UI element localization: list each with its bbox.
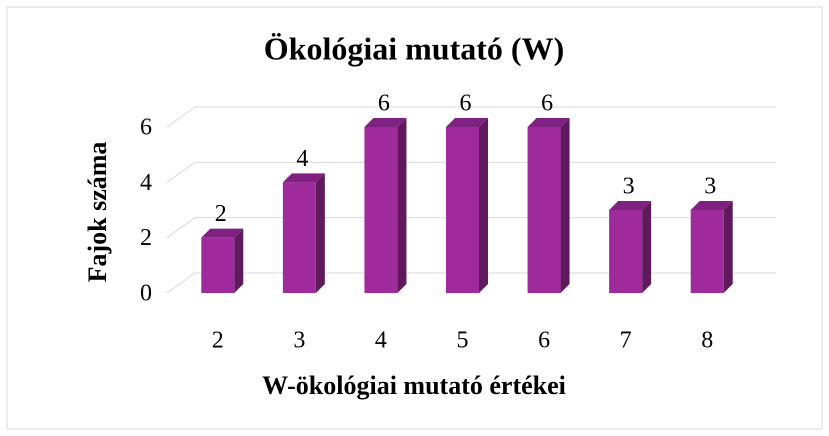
x-tick-label: 4: [375, 328, 387, 354]
x-tick-label: 2: [212, 328, 224, 354]
bar-top: [364, 118, 407, 127]
bar-front: [527, 127, 561, 293]
data-label: 3: [704, 174, 716, 200]
bar-top: [609, 201, 652, 210]
data-label: 6: [541, 91, 553, 117]
bar-top: [527, 118, 570, 127]
bar-top: [282, 173, 325, 183]
bar-top: [201, 228, 244, 238]
y-tick-label: 2: [140, 225, 152, 251]
bar: [527, 118, 570, 293]
grid-line: [166, 272, 776, 294]
data-label: 6: [460, 91, 472, 117]
x-tick-label: 3: [293, 328, 305, 354]
x-tick-label: 5: [457, 328, 469, 354]
y-tick-label: 6: [140, 115, 152, 141]
data-label: 6: [378, 91, 390, 117]
bar-side: [560, 118, 570, 293]
bar: [609, 201, 652, 293]
bar-front: [690, 210, 724, 293]
x-tick-label: 8: [701, 328, 713, 354]
bar-side: [234, 228, 244, 293]
data-label: 4: [296, 146, 308, 172]
bar-front: [201, 237, 235, 293]
bar-front: [446, 127, 479, 293]
x-tick-label: 6: [538, 328, 550, 354]
bar-top: [690, 201, 733, 210]
grid-line: [166, 106, 776, 128]
bar: [446, 118, 488, 293]
bar-side: [315, 173, 325, 293]
bar-front: [609, 210, 643, 293]
data-label: 2: [215, 201, 227, 227]
y-tick-label: 0: [140, 281, 152, 307]
data-label: 3: [623, 174, 635, 200]
bar: [364, 118, 407, 293]
bar-front: [364, 127, 398, 293]
bar-front: [282, 182, 316, 293]
x-tick-label: 7: [620, 328, 632, 354]
y-axis-label: Fajok száma: [83, 142, 112, 283]
bar: [201, 228, 244, 293]
bar-side: [723, 201, 733, 293]
grid-line: [166, 161, 776, 183]
bar-side: [397, 118, 407, 293]
bar: [690, 201, 733, 293]
chart-title: Ökológiai mutató (W): [264, 30, 564, 66]
bar-side: [479, 118, 488, 293]
bar-top: [446, 118, 488, 127]
bar-side: [642, 201, 652, 293]
bar: [282, 173, 325, 293]
x-axis-label: W-ökológiai mutató értékei: [262, 371, 566, 400]
y-tick-label: 4: [140, 170, 152, 196]
grid-line: [166, 217, 776, 239]
